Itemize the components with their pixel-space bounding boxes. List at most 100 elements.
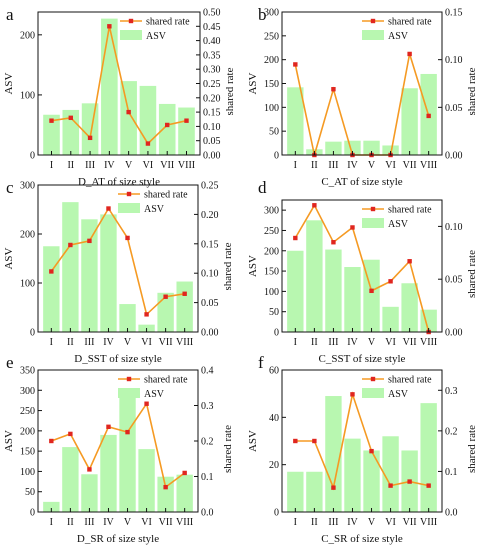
- shared-rate-point: [49, 118, 54, 123]
- x-axis-title: D_SST of size style: [74, 353, 162, 365]
- shared-rate-line: [294, 203, 430, 333]
- y2-tick-label: 0.20: [203, 93, 221, 104]
- shared-rate-point: [49, 438, 54, 444]
- shared-rate-point: [68, 242, 73, 248]
- y-tick-label: 300: [264, 206, 279, 217]
- shared-rate-line: [51, 401, 186, 489]
- y-tick-label: 0: [274, 508, 279, 519]
- x-tick-label: II: [311, 160, 318, 171]
- legend-bar-swatch: [118, 388, 140, 398]
- shared-rate-point: [125, 235, 130, 241]
- y-tick-label: 0: [30, 508, 35, 519]
- y-axis-title: ASV: [3, 430, 15, 452]
- x-tick-label: I: [50, 517, 53, 528]
- x-tick-label: VIII: [420, 337, 437, 348]
- bar: [344, 438, 361, 512]
- y-tick-label: 150: [264, 267, 279, 278]
- legend-label-shared-rate: shared rate: [144, 375, 188, 386]
- y2-tick-label: 0.15: [201, 239, 219, 250]
- y2-tick-label: 0.10: [445, 55, 463, 66]
- y-tick-label: 200: [20, 30, 35, 41]
- shared-rate-point: [182, 470, 187, 476]
- shared-rate-point: [369, 288, 374, 294]
- bar: [43, 114, 60, 155]
- shared-rate-point: [312, 438, 317, 444]
- y2-tick-label: 0.0: [445, 508, 458, 519]
- bar: [325, 249, 342, 332]
- x-tick-label: V: [124, 337, 132, 348]
- y-tick-label: 250: [20, 406, 35, 417]
- shared-rate-point: [388, 279, 393, 284]
- y-tick-label: 200: [264, 246, 279, 257]
- shared-rate-point: [144, 401, 149, 406]
- x-tick-label: III: [85, 160, 95, 171]
- x-tick-label: V: [125, 160, 133, 171]
- x-tick-label: I: [294, 160, 297, 171]
- legend-label-shared-rate: shared rate: [388, 375, 432, 386]
- x-tick-label: VI: [385, 517, 396, 528]
- bar: [287, 87, 304, 155]
- bar: [158, 103, 176, 155]
- y2-axis-title: shared rate: [466, 67, 478, 115]
- plot-frame: [37, 184, 199, 333]
- panel-letter: f: [258, 353, 264, 372]
- x-tick-label: VIII: [420, 160, 437, 171]
- shared-rate-point: [331, 485, 336, 490]
- y2-tick-label: 0.45: [203, 22, 221, 33]
- legend-marker-swatch: [126, 376, 132, 382]
- x-tick-label: VII: [159, 517, 173, 528]
- y-tick-label: 100: [20, 90, 35, 101]
- y2-tick-label: 0.1: [445, 467, 458, 478]
- x-tick-label: II: [67, 160, 74, 171]
- shared-rate-point: [407, 259, 412, 264]
- panel-letter: c: [6, 178, 14, 197]
- y-tick-label: 50: [269, 127, 279, 138]
- shared-rate-point: [163, 484, 168, 490]
- y-tick-label: 150: [264, 79, 279, 90]
- y2-tick-label: 0.25: [201, 181, 219, 192]
- y2-tick-label: 0.2: [445, 426, 458, 437]
- y-tick-label: 100: [264, 287, 279, 298]
- shared-rate-point: [331, 240, 336, 245]
- legend-label-asv: ASV: [144, 389, 165, 400]
- bar: [363, 140, 380, 155]
- y2-tick-label: 0.05: [445, 275, 463, 286]
- x-tick-label: VI: [385, 337, 396, 348]
- legend-marker-swatch: [370, 206, 376, 212]
- y-tick-label: 350: [20, 366, 35, 377]
- legend-label-shared-rate: shared rate: [388, 205, 432, 216]
- legend-bar-swatch: [362, 218, 384, 228]
- bar: [119, 391, 136, 512]
- bar: [81, 474, 98, 512]
- y-tick-label: 0: [30, 151, 35, 162]
- x-tick-label: VII: [159, 337, 173, 348]
- y-tick-label: 0: [274, 151, 279, 162]
- plot-frame: [281, 199, 443, 333]
- y2-tick-label: 0.0: [201, 508, 214, 519]
- bar: [62, 202, 79, 332]
- shared-rate-point: [350, 392, 355, 397]
- x-tick-label: I: [50, 160, 53, 171]
- bar: [287, 471, 304, 512]
- y-axis-title: ASV: [247, 72, 259, 94]
- bar: [325, 141, 342, 155]
- shared-rate-point: [426, 483, 431, 488]
- y2-tick-label: 0.15: [445, 8, 463, 19]
- y2-tick-label: 0.20: [201, 210, 219, 221]
- x-tick-label: VIII: [176, 517, 193, 528]
- y-tick-label: 0: [30, 328, 35, 339]
- y2-tick-label: 0.10: [445, 222, 463, 233]
- shared-rate-point: [369, 448, 374, 454]
- y2-tick-label: 0.05: [201, 298, 219, 309]
- x-tick-label: V: [124, 517, 132, 528]
- shared-rate-point: [106, 424, 111, 429]
- shared-rate-point: [165, 122, 170, 128]
- y2-tick-label: 0.1: [201, 472, 214, 483]
- legend-bar-swatch: [118, 203, 140, 213]
- y-tick-label: 200: [20, 426, 35, 437]
- bar: [382, 306, 399, 332]
- y2-tick-label: 0.2: [201, 437, 214, 448]
- shared-rate-line: [50, 206, 185, 316]
